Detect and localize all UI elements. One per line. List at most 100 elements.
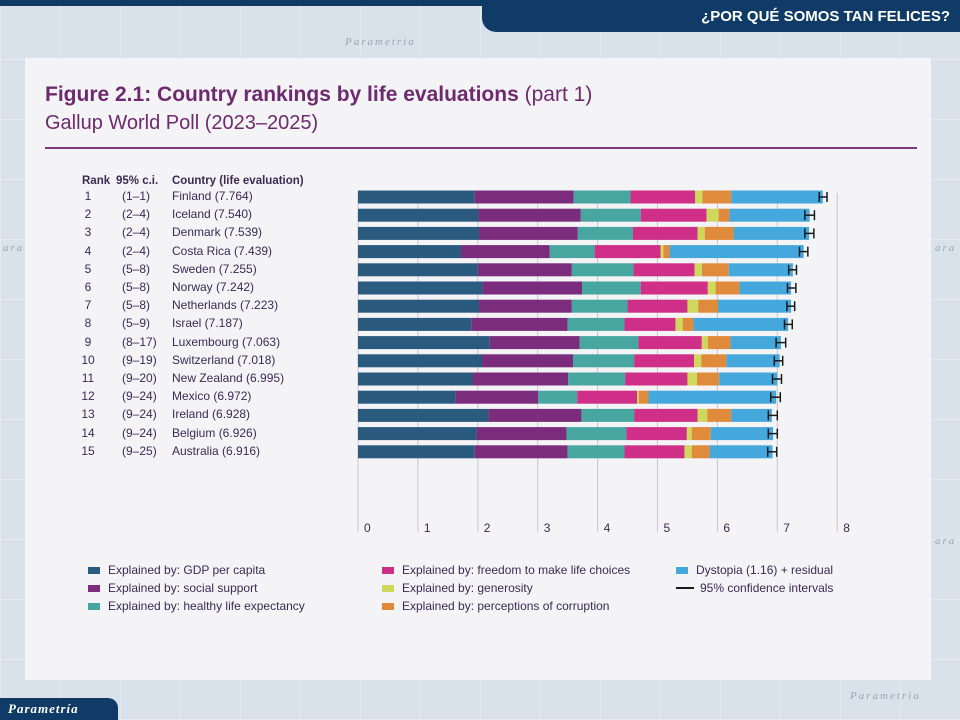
row-country: Sweden (7.255)	[172, 261, 257, 276]
x-tick-label: 8	[843, 521, 850, 535]
bar-segment-health	[538, 390, 578, 404]
bar-segment-health	[581, 408, 635, 422]
bar-segment-social	[477, 263, 572, 277]
bar-segment-dystopia	[693, 317, 789, 331]
header-ci: 95% c.i.	[116, 175, 159, 187]
bar-segment-health	[568, 372, 626, 386]
legend-item-generosity: Explained by: generosity	[382, 581, 533, 595]
bar-segment-gdp	[358, 445, 475, 459]
row-ci: (5–8)	[122, 261, 151, 276]
bar-segment-gdp	[358, 372, 474, 386]
bar-segment-gdp	[358, 427, 477, 441]
bar-segment-freedom	[638, 336, 702, 350]
row-rank: 3	[84, 225, 92, 240]
bar-segment-generosity	[694, 263, 702, 277]
bar-segment-corruption	[704, 226, 734, 240]
row-rank: 1	[84, 189, 92, 203]
x-tick-label: 7	[783, 521, 790, 535]
bar-segment-social	[478, 226, 578, 240]
x-tick-label: 5	[664, 521, 671, 535]
watermark: Parametria	[850, 690, 921, 702]
legend-item-corruption: Explained by: perceptions of corruption	[382, 599, 609, 613]
row-rank: 11	[81, 371, 95, 385]
bar-segment-generosity	[706, 208, 719, 222]
bar-segment-corruption	[707, 336, 731, 350]
row-rank: 7	[84, 298, 92, 313]
bar-segment-generosity	[707, 281, 716, 295]
legend-label: Explained by: social support	[108, 581, 258, 595]
bar-segment-corruption	[718, 208, 730, 222]
bar-segment-generosity	[686, 427, 692, 441]
bar-segment-gdp	[358, 317, 472, 331]
row-country: Ireland (6.928)	[172, 407, 251, 422]
header-country: Country (life evaluation)	[172, 175, 304, 187]
legend-label: Dystopia (1.16) + residual	[696, 563, 834, 577]
bar-segment-gdp	[358, 299, 479, 313]
row-ci: (9–19)	[122, 352, 157, 367]
bar-segment-gdp	[358, 281, 483, 295]
legend-item-health: Explained by: healthy life expectancy	[88, 599, 305, 613]
bar-segment-social	[471, 317, 568, 331]
row-ci: (1–1)	[122, 189, 151, 203]
row-country: Iceland (7.540)	[172, 207, 253, 222]
bar-segment-corruption	[682, 317, 694, 331]
legend-item-gdp: Explained by: GDP per capita	[88, 563, 265, 577]
row-country: Switzerland (7.018)	[172, 352, 276, 367]
row-country: Denmark (7.539)	[172, 225, 263, 240]
bar-segment-generosity	[701, 336, 708, 350]
row-country: New Zealand (6.995)	[172, 371, 285, 385]
row-rank: 4	[84, 243, 92, 258]
bar-segment-gdp	[358, 336, 490, 350]
bar-segment-dystopia	[733, 226, 810, 240]
bar-segment-freedom	[627, 299, 688, 313]
legend-swatch	[88, 602, 100, 610]
bar-segment-dystopia	[648, 390, 777, 404]
x-tick-label: 0	[364, 521, 371, 535]
row-ci: (9–20)	[122, 371, 157, 385]
bar-segment-gdp	[358, 354, 482, 368]
bar-segment-corruption	[715, 281, 740, 295]
row-ci: (9–24)	[122, 425, 157, 440]
bar-segment-social	[481, 354, 574, 368]
bar-segment-corruption	[707, 408, 732, 422]
bar-segment-health	[567, 317, 625, 331]
bar-segment-generosity	[695, 190, 703, 204]
row-country: Costa Rica (7.439)	[172, 243, 273, 258]
row-ci: (2–4)	[122, 243, 151, 258]
bar-segment-gdp	[358, 263, 478, 277]
row-ci: (2–4)	[122, 225, 151, 240]
legend-swatch	[88, 584, 100, 592]
bar-segment-corruption	[701, 263, 729, 277]
x-tick-label: 6	[723, 521, 730, 535]
legend-label: Explained by: perceptions of corruption	[402, 599, 610, 613]
bar-segment-social	[489, 336, 580, 350]
bar-segment-corruption	[663, 245, 670, 259]
bar-segment-dystopia	[717, 299, 792, 313]
legend-swatch	[676, 587, 694, 589]
row-rank: 5	[84, 261, 92, 276]
legend-item-social: Explained by: social support	[88, 581, 257, 595]
header-rank: Rank	[82, 175, 111, 187]
legend-label: Explained by: healthy life expectancy	[108, 599, 305, 613]
figure-title-part: (part 1)	[524, 83, 593, 106]
bar-segment-generosity	[687, 299, 699, 313]
bar-segment-generosity	[675, 317, 683, 331]
row-rank: 15	[81, 443, 95, 458]
bar-segment-corruption	[691, 445, 710, 459]
bar-segment-health	[571, 299, 628, 313]
row-rank: 10	[81, 352, 95, 367]
legend-item-ci: 95% confidence intervals	[676, 581, 833, 595]
bar-segment-dystopia	[728, 263, 793, 277]
legend-label: Explained by: generosity	[402, 581, 533, 595]
legend-swatch	[88, 566, 100, 574]
x-tick-label: 1	[424, 521, 431, 535]
bar-segment-corruption	[701, 354, 727, 368]
bar-segment-freedom	[630, 190, 696, 204]
legend-swatch	[382, 566, 394, 574]
legend-item-freedom: Explained by: freedom to make life choic…	[382, 563, 630, 577]
row-ci: (8–17)	[122, 334, 157, 349]
bar-segment-gdp	[358, 190, 475, 204]
row-rank: 9	[84, 334, 92, 349]
bar-segment-freedom	[577, 390, 638, 404]
